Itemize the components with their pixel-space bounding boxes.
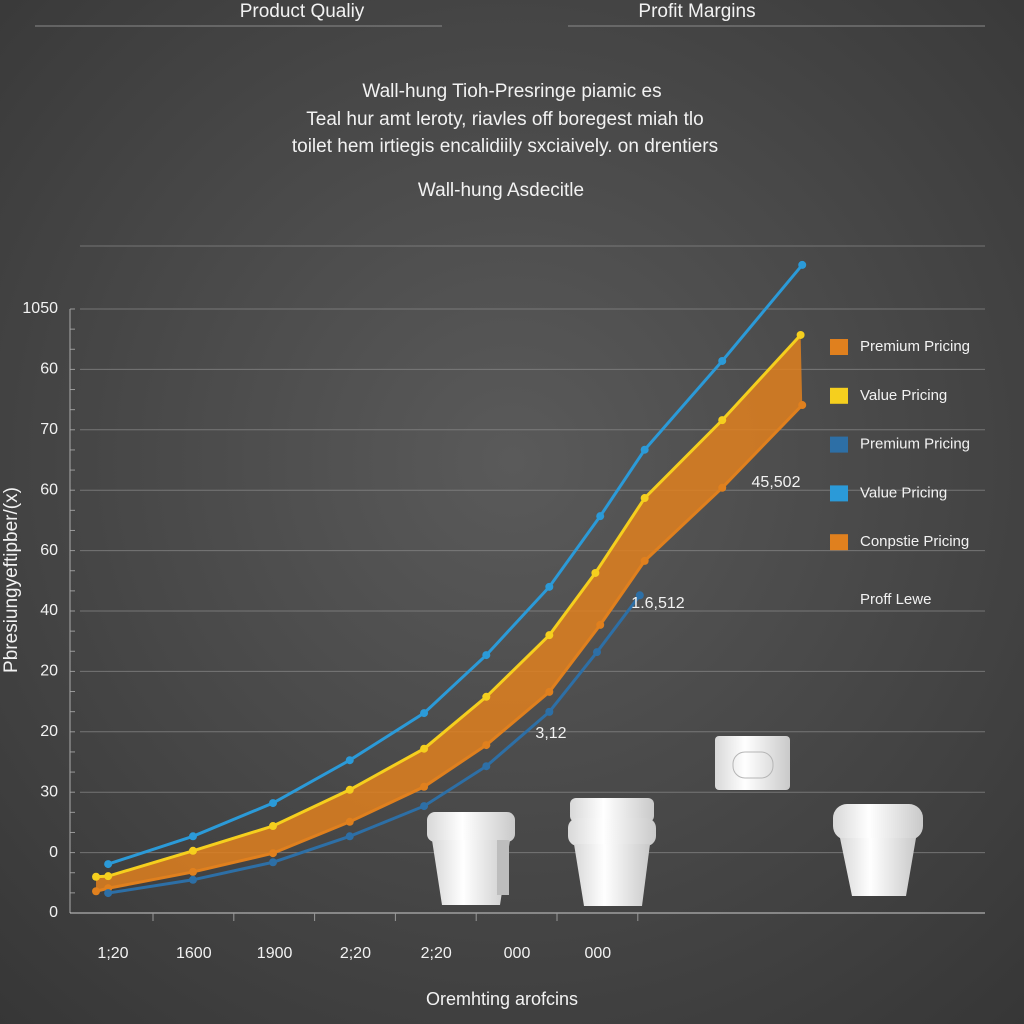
data-point: [345, 832, 354, 841]
data-point: [545, 582, 554, 591]
data-point: [268, 858, 277, 867]
data-point: [640, 445, 649, 454]
data-point: [268, 849, 277, 858]
header-left: Product Qualiy: [240, 1, 365, 22]
data-point: [482, 692, 491, 701]
legend-label: Premium Pricing: [860, 338, 970, 355]
y-tick-label: 20: [40, 723, 58, 740]
chart-title: Wall-hung Asdecitle: [418, 180, 584, 201]
data-point: [635, 591, 644, 600]
data-point: [420, 802, 429, 811]
data-point: [545, 631, 554, 640]
x-tick-label: 000: [584, 945, 611, 962]
legend-label: Value Pricing: [860, 387, 947, 404]
toilet-illustrations: [427, 736, 923, 906]
data-point: [188, 846, 197, 855]
data-point: [104, 872, 113, 881]
data-point: [482, 741, 491, 750]
series-line: [95, 333, 802, 879]
data-point: [482, 762, 491, 771]
legend-swatch: [830, 534, 848, 551]
annotation: 1.6,512: [631, 595, 684, 612]
legend-label: Conpstie Pricing: [860, 533, 969, 550]
x-axis-label: Oremhting arofcins: [426, 989, 578, 1009]
data-point: [188, 875, 197, 884]
x-tick-label: 2;20: [421, 945, 452, 962]
y-tick-label: 70: [40, 421, 58, 438]
data-point: [104, 860, 113, 869]
y-tick-label: 60: [40, 542, 58, 559]
toilet: [568, 798, 656, 906]
y-tick-label: 30: [40, 783, 58, 800]
data-point: [345, 756, 354, 765]
data-point: [92, 872, 101, 881]
data-point: [104, 889, 113, 898]
y-tick-label: 60: [40, 481, 58, 498]
data-point: [345, 785, 354, 794]
y-tick-label: 60: [40, 361, 58, 378]
y-tick-label: 0: [49, 904, 58, 921]
data-point: [718, 483, 727, 492]
data-point: [592, 648, 601, 657]
data-point: [420, 709, 429, 718]
data-point: [545, 707, 554, 716]
series-line: [95, 403, 804, 893]
x-tick-label: 000: [504, 945, 531, 962]
legend-swatch: [830, 339, 848, 355]
data-point: [482, 651, 491, 660]
data-point: [268, 822, 277, 831]
legend-note: Proff Lewe: [860, 591, 931, 608]
data-point: [796, 330, 805, 339]
y-axis-label: Pbresiungyeftipber/(x): [1, 487, 22, 673]
legend-label: Premium Pricing: [860, 436, 970, 453]
data-point: [596, 620, 605, 629]
y-tick-label: 0: [49, 844, 58, 861]
toilet: [715, 736, 790, 790]
data-point: [591, 568, 600, 577]
y-tick-label: 20: [40, 663, 58, 680]
data-point: [718, 356, 727, 365]
y-tick-label: 40: [40, 602, 58, 619]
legend-swatch: [830, 485, 848, 502]
annotation: 45,502: [752, 474, 801, 491]
legend-swatch: [830, 436, 848, 453]
data-point: [640, 556, 649, 565]
data-point: [345, 817, 354, 826]
data-point: [268, 799, 277, 808]
data-point: [798, 401, 807, 410]
description-line: Wall-hung Tioh-Presringe piamic es: [362, 81, 661, 102]
description-line: toilet hem irtiegis encalidiily sxciaive…: [292, 136, 718, 157]
data-point: [718, 416, 727, 425]
annotation: 3,12: [535, 725, 566, 742]
legend-swatch: [830, 387, 848, 404]
x-tick-label: 1900: [257, 945, 293, 962]
legend-label: Value Pricing: [860, 484, 947, 501]
x-tick-label: 1;20: [97, 945, 128, 962]
description-line: Teal hur amt leroty, riavles off boreges…: [306, 109, 703, 130]
data-point: [188, 867, 197, 876]
x-tick-label: 2;20: [340, 945, 371, 962]
header-right: Profit Margins: [638, 1, 755, 22]
toilet: [833, 804, 923, 896]
data-point: [640, 494, 649, 503]
data-point: [798, 260, 807, 269]
data-point: [188, 832, 197, 841]
data-point: [596, 512, 605, 521]
data-point: [420, 744, 429, 753]
x-tick-label: 1600: [176, 945, 212, 962]
data-point: [420, 782, 429, 791]
data-point: [545, 687, 554, 696]
toilet: [427, 812, 515, 905]
data-point: [92, 887, 101, 896]
y-tick-label: 1050: [22, 300, 58, 317]
